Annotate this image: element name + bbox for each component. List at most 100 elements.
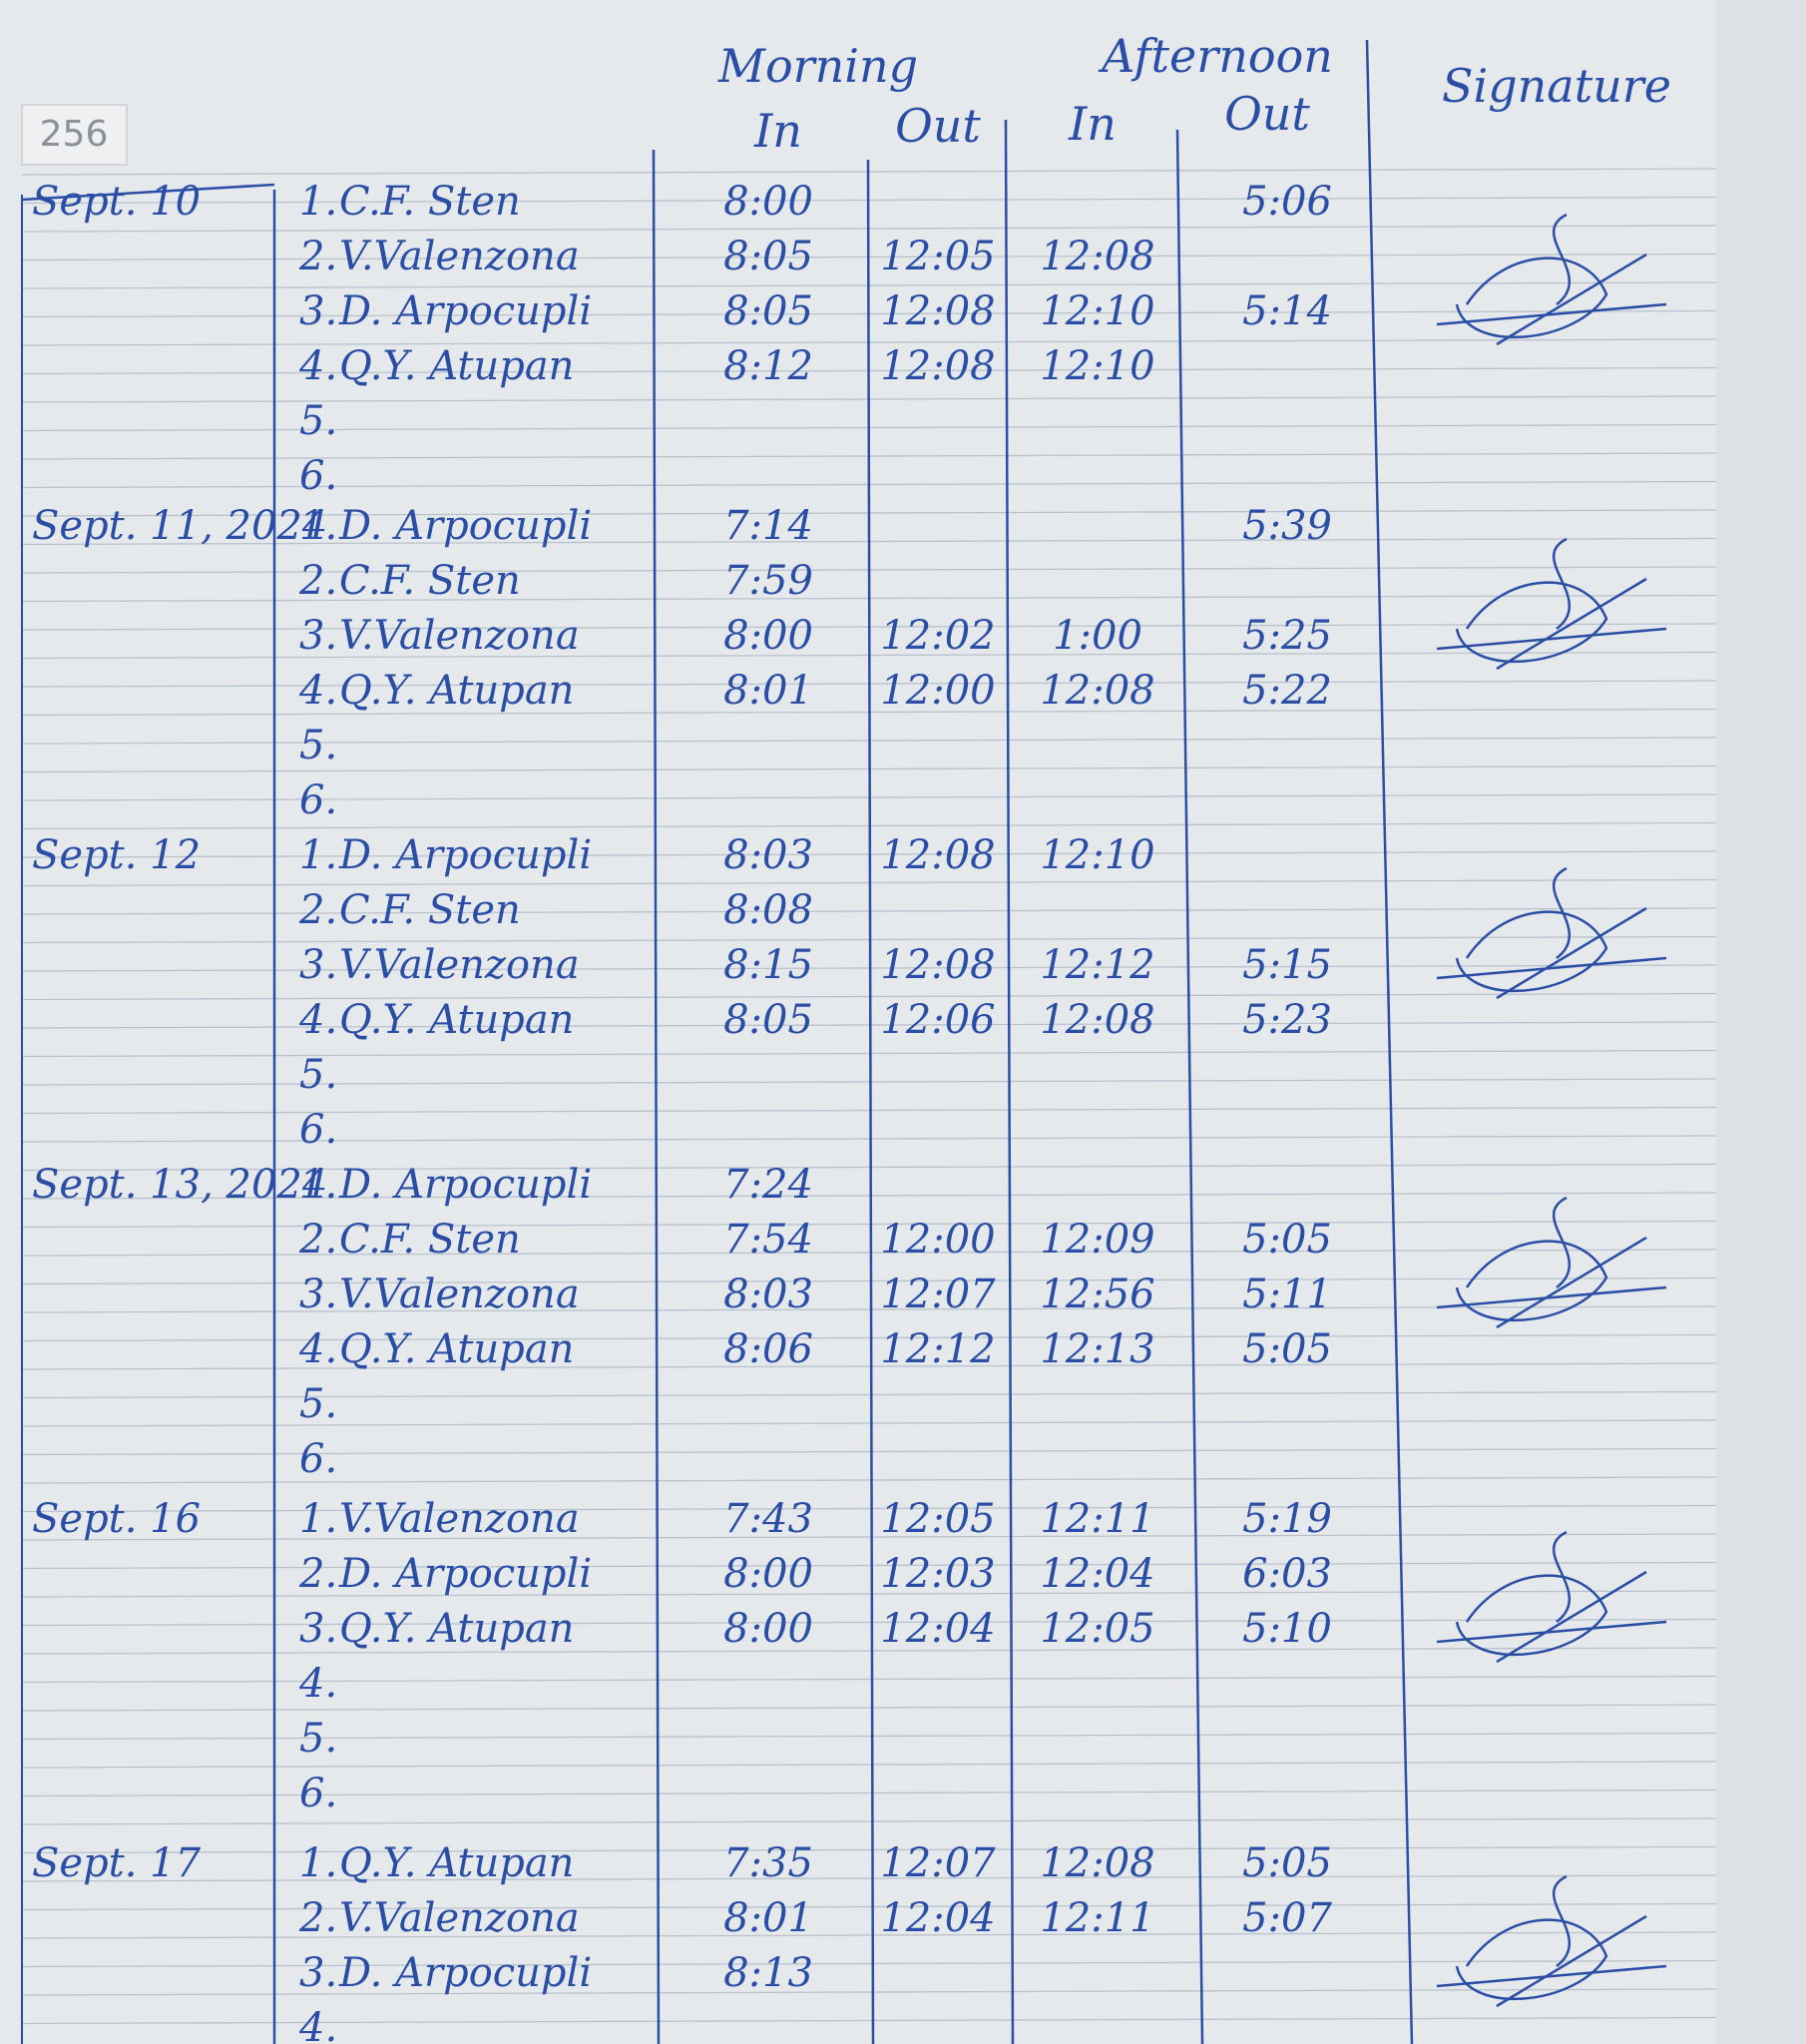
am-in-time: 7:43 [723, 1496, 813, 1542]
am-out-time: 12:04 [880, 1895, 995, 1941]
column-line [866, 159, 875, 2044]
pm-out-time: 5:05 [1242, 1840, 1332, 1886]
am-in-time: 8:03 [723, 1272, 813, 1317]
row-number: 3. [299, 1606, 337, 1652]
ruled-line [21, 1732, 1717, 1741]
row-number: 4. [298, 997, 337, 1043]
row-number: 6. [299, 453, 337, 499]
signature-scribble [1436, 1196, 1667, 1329]
employee-name: D. Arpocupli [338, 503, 592, 549]
am-in-time: 8:00 [723, 1551, 813, 1597]
ruled-line [21, 1249, 1717, 1257]
ruled-line [21, 1163, 1717, 1172]
employee-name: D. Arpocupli [338, 288, 592, 334]
am-in-time: 8:05 [723, 288, 813, 334]
ruled-line [21, 1419, 1717, 1427]
pm-out-time: 5:23 [1242, 997, 1332, 1043]
entries: Sept. 10 1. C.F. Sten 8:00 5:062. V.Valenzona… [32, 179, 1667, 2044]
ruled-line [21, 1533, 1717, 1541]
pm-out-time: 5:14 [1242, 288, 1332, 334]
ruled-line [21, 1845, 1717, 1854]
ruled-line [21, 1931, 1717, 1939]
am-out-time: 12:07 [880, 1840, 996, 1886]
ruled-line [21, 1220, 1717, 1229]
ruled-line [21, 1874, 1717, 1882]
row-number: 1. [299, 503, 337, 549]
row-number: 6. [299, 777, 337, 823]
am-out-time: 12:04 [880, 1606, 995, 1652]
employee-name: C.F. Sten [339, 887, 521, 933]
pm-in-time: 12:10 [1040, 288, 1154, 334]
pm-out-time: 5:25 [1242, 613, 1332, 659]
am-out-time: 12:08 [880, 832, 995, 878]
employee-name: V.Valenzona [339, 234, 580, 279]
ruled-line [21, 1902, 1717, 1911]
pm-in-time: 12:10 [1040, 343, 1154, 389]
employee-name: Q.Y. Atupan [339, 343, 574, 389]
pm-out-time: 5:22 [1242, 668, 1332, 714]
pm-in-time: 12:08 [1040, 997, 1154, 1043]
am-out-time: 12:00 [880, 1217, 995, 1263]
entry-date: Sept. 12 [32, 832, 201, 878]
row-number: 4. [298, 1661, 337, 1707]
employee-name: D. Arpocupli [338, 1162, 592, 1208]
pm-in-time: 12:11 [1040, 1895, 1154, 1941]
ruled-line [21, 1078, 1717, 1086]
ruled-line [21, 1021, 1717, 1029]
employee-name: C.F. Sten [339, 179, 521, 225]
afternoon-header: Afternoon [1098, 29, 1333, 83]
ruled-line [21, 1106, 1717, 1115]
am-in-time: 7:54 [723, 1217, 813, 1263]
ruled-line [21, 1959, 1717, 1968]
row-number: 3. [299, 613, 337, 659]
column-lines [21, 39, 1414, 2044]
row-number: 4. [298, 1326, 337, 1372]
pm-out-time: 5:06 [1242, 179, 1332, 225]
page-number-box [21, 104, 128, 166]
ruled-line [21, 1761, 1717, 1769]
pm-out-time: 6:03 [1242, 1551, 1332, 1597]
row-number: 5. [299, 723, 337, 768]
entry-date: Sept. 10 [32, 179, 201, 225]
row-number: 6. [299, 1771, 337, 1816]
am-in-time: 8:00 [723, 613, 813, 659]
am-in-time: 7:14 [723, 503, 813, 549]
employee-name: V.Valenzona [339, 1272, 580, 1317]
ruled-line [21, 1675, 1717, 1684]
row-number: 1. [299, 1840, 337, 1886]
row-number: 3. [299, 1272, 337, 1317]
row-number: 2. [298, 887, 337, 933]
pm-in-time: 12:08 [1040, 1840, 1154, 1886]
employee-name: D. Arpocupli [338, 1551, 592, 1597]
next-page [1716, 0, 1806, 2044]
am-in-time: 8:01 [723, 1895, 813, 1941]
signature-scribble [1436, 1530, 1667, 1664]
am-in-time: 8:08 [723, 887, 813, 933]
column-line [1175, 129, 1204, 2044]
row-number: 5. [299, 1716, 337, 1762]
ruled-line [21, 1817, 1717, 1825]
pm-in-time: 12:56 [1040, 1272, 1154, 1317]
am-out-time: 12:02 [880, 613, 995, 659]
pm-in-time: 12:04 [1040, 1551, 1154, 1597]
am-out-header: Out [895, 99, 981, 153]
employee-name: V.Valenzona [339, 1496, 580, 1542]
row-number: 5. [299, 398, 337, 444]
pm-in-time: 12:08 [1040, 234, 1154, 279]
ruled-line [21, 1590, 1717, 1598]
ruled-line [21, 1504, 1717, 1513]
row-number: 2. [298, 1551, 337, 1597]
pm-in-time: 12:09 [1040, 1217, 1154, 1263]
pm-in-time: 1:00 [1053, 613, 1142, 659]
employee-name: V.Valenzona [339, 1895, 580, 1941]
signature-scribble [1436, 213, 1667, 346]
pm-out-time: 5:05 [1242, 1326, 1332, 1372]
am-in-time: 8:05 [723, 234, 813, 279]
pm-out-time: 5:39 [1242, 503, 1332, 549]
pm-in-time: 12:11 [1040, 1496, 1154, 1542]
employee-name: C.F. Sten [339, 1217, 521, 1263]
pm-out-time: 5:10 [1242, 1606, 1332, 1652]
row-number: 4. [298, 668, 337, 714]
pm-out-header: Out [1224, 87, 1310, 141]
